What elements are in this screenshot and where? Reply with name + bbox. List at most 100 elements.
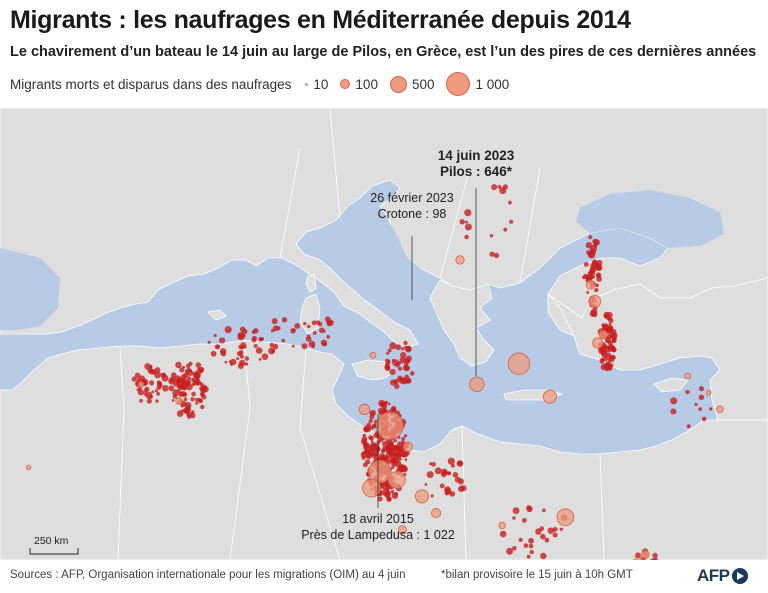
incident-dot <box>200 382 204 387</box>
incident-bubble <box>414 489 430 504</box>
incident-dot <box>198 398 203 404</box>
incident-dot <box>213 333 217 338</box>
incident-dot <box>512 546 517 551</box>
incident-dot <box>600 363 608 371</box>
incident-dot <box>454 476 461 483</box>
incident-dot <box>403 365 410 372</box>
incident-dot <box>195 380 200 386</box>
incident-bubble-pr-s-de-lampedusa <box>375 412 404 440</box>
incident-dot <box>186 379 192 385</box>
incident-dot <box>219 337 226 344</box>
incident-dot <box>508 200 512 205</box>
incident-dot <box>171 399 175 402</box>
incident-dots <box>131 184 713 560</box>
incident-dot <box>255 347 263 354</box>
incident-dot <box>243 345 247 349</box>
incident-dot <box>528 537 534 544</box>
incident-dot <box>426 471 434 479</box>
incident-dot <box>464 209 472 217</box>
incident-dot <box>464 234 469 240</box>
legend-item-1000: 1 000 <box>446 72 509 96</box>
incident-dot <box>652 552 658 559</box>
incident-dot <box>403 434 408 438</box>
incident-dot <box>540 533 546 540</box>
incident-dot <box>709 407 713 411</box>
incident-dot <box>376 440 381 445</box>
incident-dot <box>154 371 162 379</box>
black-sea <box>576 190 724 248</box>
incident-bubble <box>588 295 602 308</box>
incident-dot <box>596 259 603 266</box>
incident-dot <box>362 462 368 468</box>
incident-dot <box>394 383 400 390</box>
incident-dot <box>191 377 196 382</box>
scale-label: 250 km <box>34 535 69 547</box>
incident-dot <box>559 527 564 531</box>
callout-lampedusa-date: 18 avril 2015 <box>342 512 414 526</box>
incident-bubble <box>369 351 377 359</box>
incident-bubble <box>592 337 604 349</box>
incident-dot <box>151 390 155 394</box>
incident-dot <box>370 425 375 430</box>
incident-dot <box>499 530 507 538</box>
incident-dot <box>431 461 436 467</box>
incident-dot <box>447 457 455 465</box>
incident-dot <box>184 369 190 374</box>
incident-dot <box>324 316 331 323</box>
incident-dot <box>424 483 428 486</box>
incident-dot <box>611 338 617 344</box>
incident-dot <box>326 335 331 339</box>
incident-dot <box>176 382 183 389</box>
incident-bubble <box>469 376 485 393</box>
incident-dot <box>497 185 502 189</box>
incident-dot <box>592 260 597 266</box>
callout-pilos-place: Pilos : 646* <box>440 164 513 179</box>
incident-dot <box>308 340 316 348</box>
incident-bubble <box>684 372 692 380</box>
incident-dot <box>281 338 286 343</box>
incident-dot <box>389 342 397 350</box>
incident-dot <box>237 363 244 369</box>
incident-dot <box>398 377 406 384</box>
incident-dot <box>195 376 199 380</box>
incident-dot <box>430 494 434 498</box>
incident-dot <box>444 488 452 495</box>
incident-dot <box>144 363 151 370</box>
incident-dot <box>156 392 161 396</box>
incident-dot <box>195 401 199 405</box>
incident-dot <box>603 311 610 318</box>
incident-dot <box>330 320 334 325</box>
incident-dot <box>611 345 616 350</box>
incident-dot <box>149 380 155 386</box>
legend-item-100: 100 <box>340 77 378 92</box>
incident-dot <box>190 410 195 415</box>
incident-dot <box>368 435 373 440</box>
incident-dot <box>258 358 262 361</box>
incident-dot <box>404 450 410 456</box>
legend-bubble-1000 <box>446 72 471 96</box>
land-balearic <box>207 309 227 321</box>
incident-dot <box>609 333 615 339</box>
incident-dot <box>606 365 613 371</box>
incident-dot <box>404 458 408 461</box>
incident-dot <box>242 328 248 335</box>
incident-dot <box>503 227 508 232</box>
incident-dot <box>394 460 402 468</box>
incident-dot <box>396 441 404 448</box>
incident-dot <box>542 508 546 513</box>
incident-dot <box>491 184 498 191</box>
incident-dot <box>451 463 455 468</box>
incident-dot <box>439 483 445 489</box>
incident-dot <box>238 350 244 355</box>
incident-dot <box>374 446 380 453</box>
incident-dot <box>386 489 390 493</box>
incident-dot <box>502 184 508 190</box>
incident-dot <box>635 552 641 559</box>
afp-logo: AFP <box>697 565 748 587</box>
incident-dot <box>405 377 412 384</box>
incident-dot <box>378 399 386 407</box>
callout-crotone-date: 26 février 2023 <box>370 191 453 205</box>
incident-dot <box>244 356 250 361</box>
incident-dot <box>390 489 395 494</box>
legend-bubble-500 <box>389 75 407 93</box>
